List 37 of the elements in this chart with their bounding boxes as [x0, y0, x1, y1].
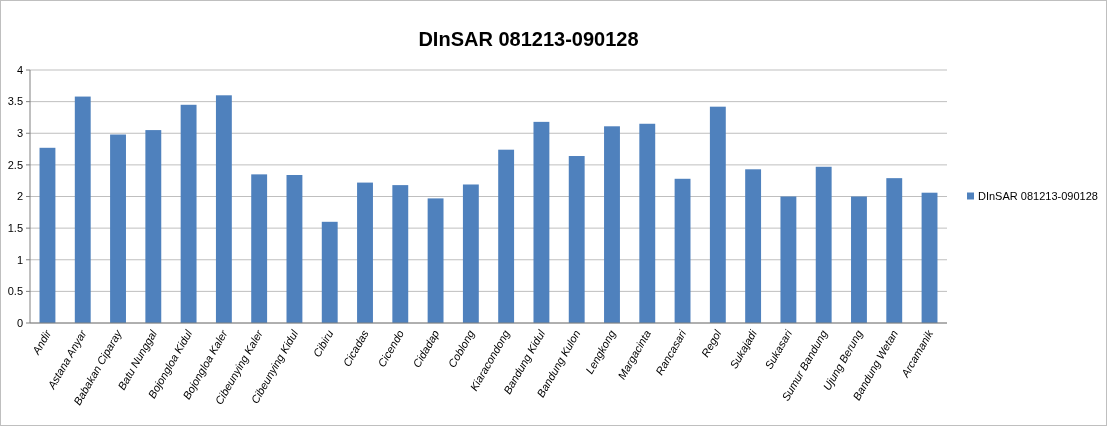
bar — [145, 130, 162, 323]
y-tick-label: 3.5 — [7, 95, 23, 108]
y-tick-label: 2.5 — [7, 158, 23, 171]
bar — [886, 178, 903, 323]
y-tick-label: 4 — [16, 63, 23, 76]
y-tick-label: 0.5 — [7, 285, 23, 298]
y-tick-label: 2 — [16, 190, 23, 203]
bar — [180, 104, 197, 323]
bar — [604, 126, 620, 323]
bar — [780, 196, 797, 323]
bar — [745, 169, 762, 323]
y-tick-label: 0 — [16, 316, 23, 329]
bar — [851, 196, 867, 323]
bar — [498, 149, 515, 323]
bar — [286, 175, 303, 323]
bar — [709, 106, 726, 323]
bar — [568, 156, 585, 323]
bar — [110, 134, 126, 323]
y-tick-label: 3 — [16, 127, 23, 140]
bar — [357, 182, 373, 323]
bar — [639, 123, 656, 323]
bar — [251, 174, 268, 323]
bar — [321, 221, 338, 323]
bar — [39, 147, 56, 323]
bar — [462, 184, 479, 323]
bar — [74, 96, 91, 323]
bar — [215, 95, 232, 323]
bar — [427, 198, 444, 323]
bar — [674, 178, 691, 323]
bar — [815, 166, 832, 323]
y-tick-label: 1 — [16, 253, 23, 266]
bar — [533, 121, 550, 323]
bar — [921, 192, 938, 323]
bar — [392, 185, 409, 323]
legend-label: DInSAR 081213-090128 — [978, 190, 1098, 203]
chart-title: DInSAR 081213-090128 — [418, 28, 639, 50]
y-tick-label: 1.5 — [7, 221, 23, 234]
